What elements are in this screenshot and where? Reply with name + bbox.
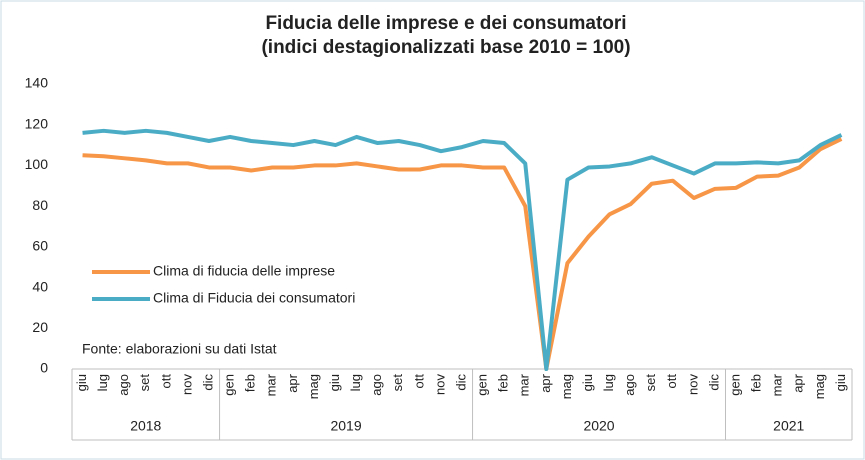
group-label: 2018: [130, 418, 161, 434]
x-tick-label: giu: [74, 374, 89, 391]
x-tick-label: apr: [285, 373, 300, 392]
group-label: 2020: [583, 418, 614, 434]
x-tick-label: ott: [411, 374, 426, 389]
x-tick-label: ott: [664, 374, 679, 389]
x-tick-label: feb: [749, 374, 764, 392]
x-tick-label: dic: [453, 374, 468, 391]
annotation: Fonte: elaborazioni su dati Istat: [82, 341, 277, 357]
x-tick-label: set: [643, 374, 658, 392]
chart-subtitle: (indici destagionalizzati base 2010 = 10…: [261, 37, 630, 58]
x-tick-label: mar: [770, 373, 785, 396]
x-tick-label: mar: [264, 373, 279, 396]
x-tick-label: dic: [706, 374, 721, 391]
x-tick-label: mag: [306, 374, 321, 399]
series-line: [82, 137, 843, 371]
x-tick-label: feb: [496, 374, 511, 392]
x-tick-label: lug: [348, 374, 363, 391]
x-tick-label: mag: [812, 374, 827, 399]
x-tick-label: giu: [833, 374, 848, 391]
x-tick-label: feb: [243, 374, 258, 392]
y-tick-label: 140: [25, 75, 49, 91]
y-tick-label: 120: [25, 115, 49, 131]
x-tick-label: giu: [327, 374, 342, 391]
chart-title: Fiducia delle imprese e dei consumatori: [265, 13, 626, 34]
x-tick-label: gen: [727, 374, 742, 396]
x-tick-label: apr: [538, 373, 553, 392]
legend-label: Clima di Fiducia dei consumatori: [153, 290, 355, 306]
x-tick-label: ago: [116, 374, 131, 396]
x-tick-label: lug: [95, 374, 110, 391]
x-tick-label: giu: [580, 374, 595, 391]
x-tick-label: apr: [791, 373, 806, 392]
x-tick-label: ott: [158, 374, 173, 389]
y-tick-label: 80: [32, 197, 48, 213]
x-tick-label: gen: [475, 374, 490, 396]
x-tick-label: ago: [622, 374, 637, 396]
x-tick-label: dic: [200, 374, 215, 391]
legend-label: Clima di fiducia delle imprese: [153, 263, 335, 279]
group-label: 2021: [773, 418, 804, 434]
y-tick-label: 0: [40, 360, 48, 376]
group-label: 2019: [330, 418, 361, 434]
x-tick-label: nov: [432, 374, 447, 395]
x-tick-label: lug: [601, 374, 616, 391]
x-tick-label: ago: [369, 374, 384, 396]
series-line: [82, 128, 843, 371]
x-tick-label: set: [390, 374, 405, 392]
y-tick-label: 40: [32, 278, 48, 294]
x-tick-label: mag: [559, 374, 574, 399]
x-tick-label: mar: [517, 373, 532, 396]
y-tick-label: 20: [32, 319, 48, 335]
x-tick-label: set: [137, 374, 152, 392]
y-tick-label: 100: [25, 156, 49, 172]
x-tick-label: nov: [179, 374, 194, 395]
y-tick-label: 60: [32, 238, 48, 254]
x-tick-label: gen: [222, 374, 237, 396]
x-tick-label: nov: [685, 374, 700, 395]
